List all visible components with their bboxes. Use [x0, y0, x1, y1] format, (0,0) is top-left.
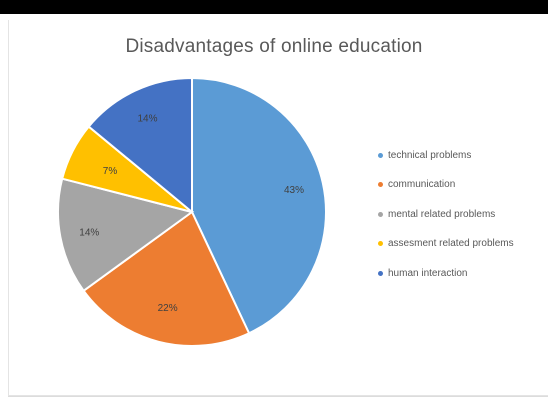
- legend-marker-icon: [378, 241, 383, 246]
- pie-slices: [57, 76, 327, 347]
- legend-item-communication: communication: [378, 178, 514, 192]
- legend-label: human interaction: [388, 267, 468, 279]
- chart-legend: technical problems communication mental …: [378, 148, 514, 296]
- legend-item-human-interaction: human interaction: [378, 266, 514, 280]
- legend-label: communication: [388, 179, 456, 190]
- top-black-bar: [0, 0, 548, 14]
- legend-label: assesment related problems: [388, 238, 514, 249]
- pie-slice-human-interaction: [87, 76, 193, 215]
- legend-marker-icon: [378, 182, 383, 187]
- pie-slice-labels: 43% 22% 14% 7% 14%: [79, 113, 304, 314]
- legend-label: technical problems: [388, 149, 472, 161]
- legend-marker-icon: [378, 152, 383, 158]
- slice-data-label: 43%: [284, 185, 304, 196]
- legend-marker-icon: [378, 211, 383, 217]
- legend-item-technical-problems: technical problems: [378, 148, 514, 162]
- bottom-rule: [8, 396, 548, 397]
- pie-slice-mental-related-problems: [57, 177, 195, 293]
- pie-slice-technical-problems: [191, 76, 327, 335]
- slice-data-label: 14%: [137, 113, 157, 124]
- slice-data-label: 14%: [79, 228, 99, 239]
- pie-slice-communication: [82, 210, 251, 347]
- slice-data-label: 22%: [158, 303, 178, 314]
- chart-frame: [8, 20, 548, 396]
- legend-item-mental-related-problems: mental related problems: [378, 207, 514, 221]
- legend-label: mental related problems: [388, 208, 496, 220]
- chart-title: Disadvantages of online education: [125, 36, 423, 57]
- slice-data-label: 7%: [103, 166, 118, 177]
- legend-item-assesment-related-problems: assesment related problems: [378, 237, 514, 251]
- legend-marker-icon: [378, 270, 383, 276]
